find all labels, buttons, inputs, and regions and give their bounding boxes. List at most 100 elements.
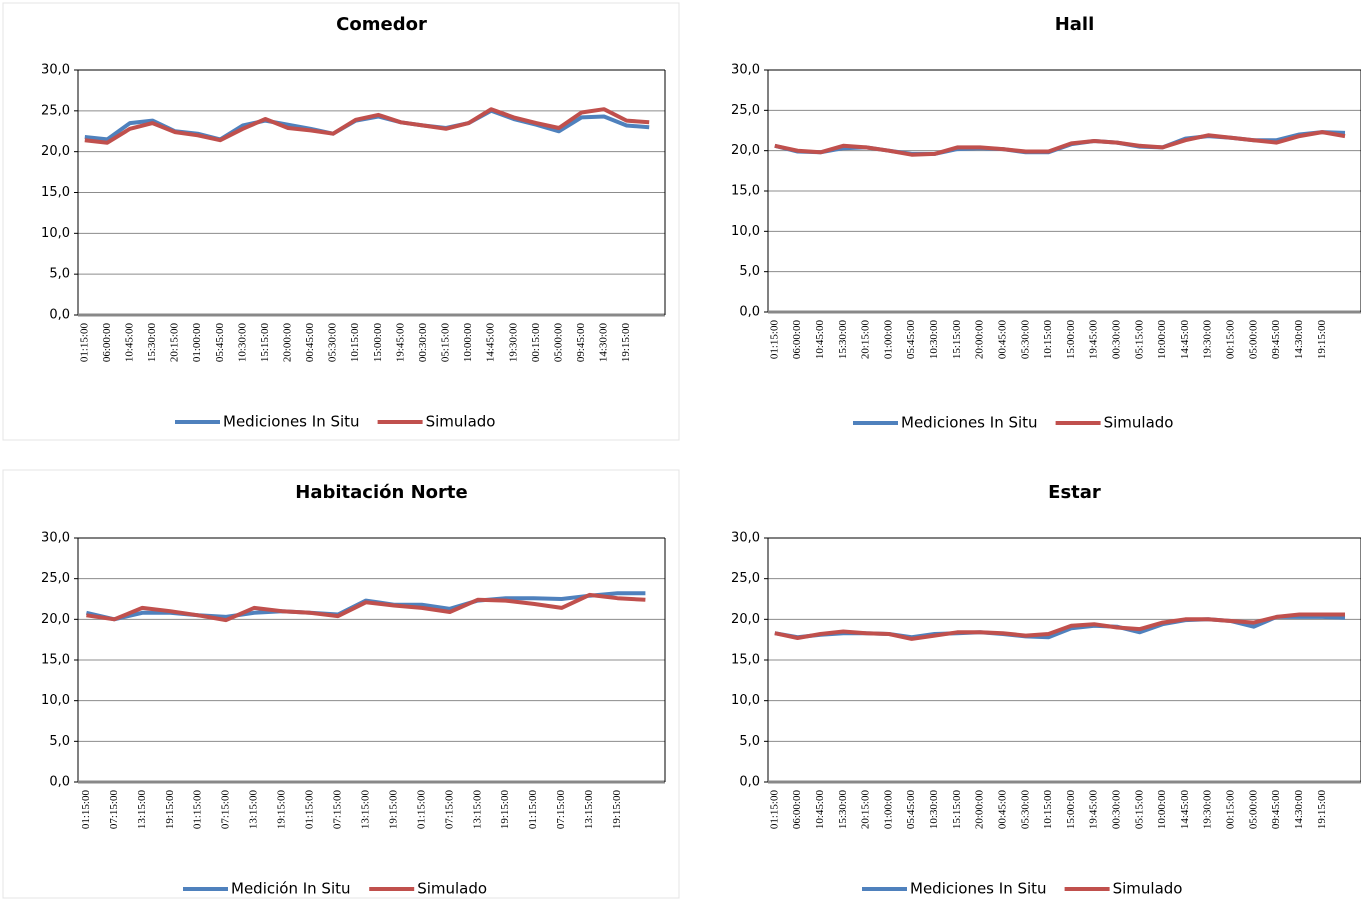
x-tick-label: 13:15:00 [583,790,595,830]
x-tick-label: 20:00:00 [974,320,986,360]
x-tick-label: 13:15:00 [471,790,483,830]
x-tick-label: 14:30:00 [1293,790,1305,830]
x-tick-label: 01:00:00 [882,320,894,360]
x-tick-label: 01:15:00 [304,790,316,830]
x-tick-label: 06:00:00 [791,790,803,830]
legend-label: Simulado [417,880,487,898]
x-tick-label: 10:00:00 [1156,790,1168,830]
y-tick-label: 30,0 [731,63,760,78]
x-tick-label: 00:45:00 [304,323,316,363]
x-tick-label: 15:15:00 [951,320,963,360]
x-tick-label: 19:15:00 [164,790,176,830]
x-tick-label: 05:30:00 [1019,790,1031,830]
y-tick-label: 15,0 [731,653,760,668]
x-tick-label: 19:15:00 [499,790,511,830]
y-tick-label: 0,0 [739,775,760,790]
legend-label: Mediciones In Situ [910,880,1047,898]
legend-label: Mediciones In Situ [901,414,1038,432]
y-tick-label: 0,0 [739,305,760,320]
y-tick-label: 15,0 [41,653,70,668]
y-tick-label: 10,0 [41,226,70,241]
x-tick-label: 15:30:00 [146,323,158,363]
x-tick-label: 09:45:00 [1270,790,1282,830]
x-tick-label: 10:45:00 [123,323,135,363]
x-tick-label: 05:15:00 [1133,320,1145,360]
y-tick-label: 5,0 [49,734,70,749]
x-tick-label: 09:45:00 [575,323,587,363]
x-tick-label: 14:45:00 [1179,320,1191,360]
x-tick-label: 19:45:00 [1088,790,1100,830]
series-line [84,107,650,145]
x-tick-label: 15:30:00 [837,790,849,830]
x-tick-label: 00:30:00 [1110,790,1122,830]
y-tick-label: 15,0 [731,184,760,199]
x-tick-label: 19:15:00 [1316,320,1328,360]
x-tick-label: 14:30:00 [1293,320,1305,360]
x-tick-label: 10:15:00 [349,323,361,363]
y-tick-label: 20,0 [41,612,70,627]
x-tick-label: 07:15:00 [331,790,343,830]
y-tick-label: 15,0 [41,185,70,200]
x-tick-label: 01:15:00 [80,790,92,830]
y-tick-label: 30,0 [41,531,70,546]
x-tick-label: 00:30:00 [1110,320,1122,360]
legend-label: Simulado [426,413,496,431]
x-tick-label: 10:30:00 [928,320,940,360]
x-tick-label: 14:30:00 [598,323,610,363]
series-line [774,130,1346,157]
x-tick-label: 05:30:00 [327,323,339,363]
x-tick-label: 00:45:00 [996,320,1008,360]
x-tick-label: 13:15:00 [136,790,148,830]
legend-label: Simulado [1104,414,1174,432]
y-tick-label: 20,0 [731,143,760,158]
x-tick-label: 10:45:00 [814,790,826,830]
y-tick-label: 5,0 [739,264,760,279]
y-tick-label: 10,0 [731,224,760,239]
x-tick-label: 05:15:00 [1133,790,1145,830]
x-tick-label: 05:45:00 [905,790,917,830]
x-tick-label: 06:00:00 [791,320,803,360]
x-tick-label: 00:45:00 [996,790,1008,830]
x-tick-label: 15:00:00 [372,323,384,363]
x-tick-label: 19:15:00 [276,790,288,830]
x-tick-label: 20:00:00 [281,323,293,363]
x-tick-label: 01:15:00 [415,790,427,830]
x-tick-label: 05:00:00 [1247,320,1259,360]
x-tick-label: 09:45:00 [1270,320,1282,360]
x-tick-label: 13:15:00 [359,790,371,830]
x-tick-label: 07:15:00 [220,790,232,830]
y-tick-label: 10,0 [41,693,70,708]
x-tick-label: 06:00:00 [101,323,113,363]
y-tick-label: 30,0 [41,63,70,78]
x-tick-label: 19:15:00 [611,790,623,830]
x-tick-label: 15:00:00 [1065,790,1077,830]
chart-title: Comedor [336,14,427,35]
series-line [86,592,646,623]
y-tick-label: 20,0 [41,144,70,159]
x-tick-label: 01:15:00 [768,790,780,830]
x-tick-label: 19:45:00 [394,323,406,363]
x-tick-label: 07:15:00 [443,790,455,830]
y-tick-label: 0,0 [49,308,70,323]
y-tick-label: 5,0 [739,734,760,749]
legend-label: Mediciones In Situ [223,413,360,431]
x-tick-label: 01:15:00 [527,790,539,830]
x-tick-label: 20:15:00 [860,320,872,360]
x-tick-label: 07:15:00 [108,790,120,830]
x-tick-label: 07:15:00 [555,790,567,830]
x-tick-label: 10:15:00 [1042,320,1054,360]
y-tick-label: 30,0 [731,531,760,546]
chart-title: Estar [1048,482,1101,503]
x-tick-label: 19:30:00 [1202,790,1214,830]
y-tick-label: 25,0 [41,571,70,586]
x-tick-label: 15:30:00 [837,320,849,360]
x-tick-label: 19:15:00 [387,790,399,830]
x-tick-label: 19:15:00 [620,323,632,363]
x-tick-label: 05:45:00 [905,320,917,360]
x-tick-label: 00:15:00 [1225,790,1237,830]
y-tick-label: 25,0 [731,571,760,586]
y-tick-label: 0,0 [49,775,70,790]
legend-label: Simulado [1113,880,1183,898]
x-tick-label: 19:15:00 [1316,790,1328,830]
